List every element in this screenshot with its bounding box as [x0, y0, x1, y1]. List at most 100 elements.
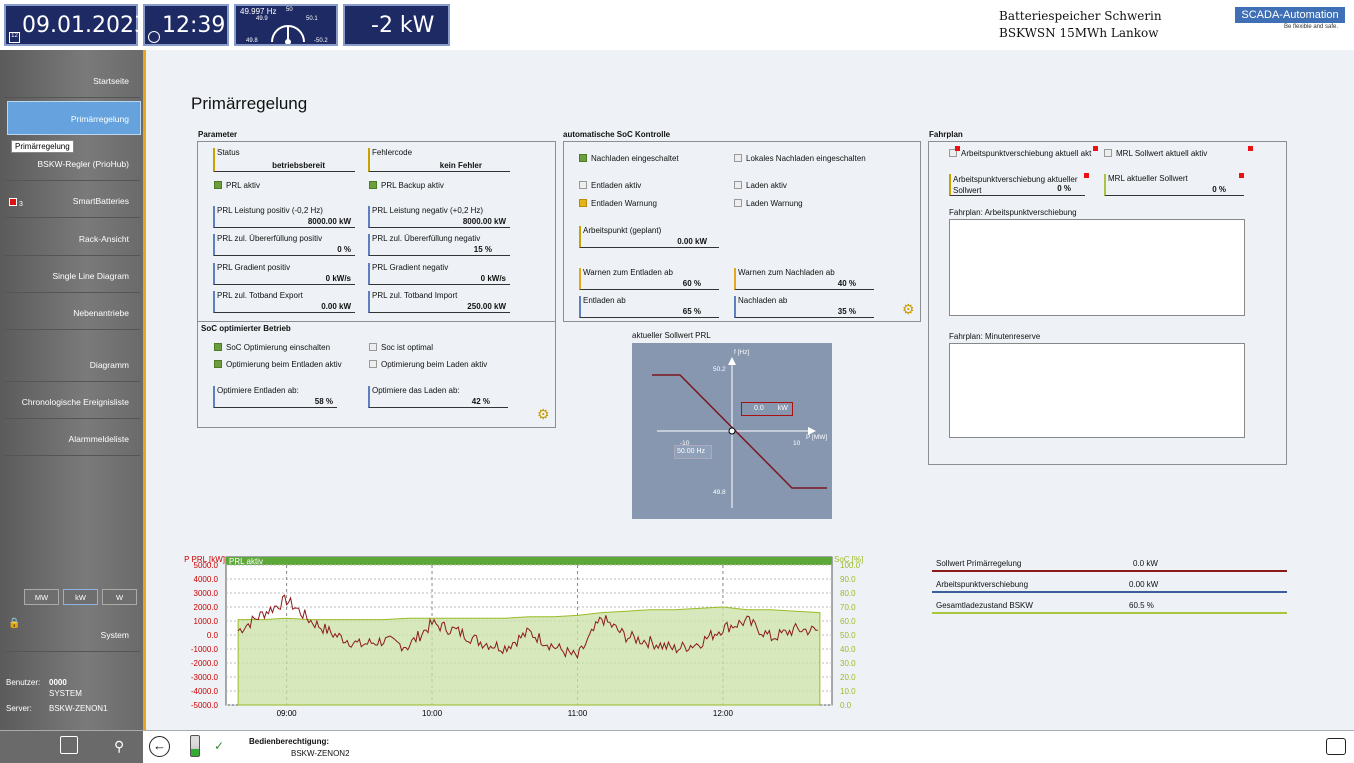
opt-entladen-field[interactable]: Optimiere Entladen ab: 58 %	[213, 386, 337, 408]
sidebar-item-diagramm[interactable]: Diagramm	[4, 348, 140, 382]
frequency-gauge-box: 49.997 Hz 50 49.9 50.1 49.8 -50.2	[234, 4, 338, 46]
date-display: 09.01.2023	[22, 13, 148, 38]
freq-setpoint-box: 50.00 Hz	[674, 445, 712, 459]
gauge-label-499: 49.9	[256, 16, 268, 22]
frequency-value: 49.997 Hz	[240, 7, 277, 16]
power-series-line	[237, 594, 818, 660]
alarm-marker-icon	[1084, 173, 1089, 178]
sidebar-item-bskw-regler[interactable]: BSKW-Regler (PrioHub)	[4, 147, 140, 181]
checkbox-label: Arbeitspunktverschiebung aktuell akt	[961, 149, 1092, 158]
approved-icon[interactable]: ✓	[214, 739, 225, 753]
field-label: MRL aktueller Sollwert	[1108, 174, 1188, 183]
mrl-sollwert-field: MRL aktueller Sollwert 0 %	[1104, 174, 1244, 196]
param-field[interactable]: PRL Gradient positiv 0 kW/s	[213, 263, 355, 285]
field-label: Entladen ab	[583, 296, 626, 305]
sidebar-item-primaerregelung[interactable]: Primärregelung	[7, 101, 141, 135]
nachladen-ab-field[interactable]: Nachladen ab 35 %	[734, 296, 874, 318]
x-tick: 09:00	[277, 709, 298, 718]
y-tick-left: 0.0	[207, 631, 219, 640]
power-box: -2 kW	[343, 4, 450, 46]
fehler-field: Fehlercode kein Fehler	[368, 148, 510, 172]
sidebar-item-startseite[interactable]: Startseite	[4, 64, 140, 98]
plant-subtitle: BSKWSN 15MWh Lankow	[999, 26, 1159, 40]
fahrplan-list-title: Fahrplan: Arbeitspunktverschiebung	[949, 208, 1077, 217]
sidebar-item-ereignisliste[interactable]: Chronologische Ereignisliste	[4, 385, 140, 419]
server-name: BSKW-ZENON1	[49, 704, 108, 713]
field-label: Warnen zum Nachladen ab	[738, 268, 835, 277]
gauge-label-498: 49.8	[246, 38, 258, 44]
mrl-aktiv-checkbox[interactable]: MRL Sollwert aktuell aktiv	[1104, 149, 1207, 158]
param-value: 8000.00 kW	[462, 217, 506, 226]
sidebar-item-nebenantriebe[interactable]: Nebenantriebe	[4, 296, 140, 330]
lokales-nachladen-checkbox[interactable]: Lokales Nachladen eingeschalten	[734, 154, 866, 163]
warnen-entladen-field[interactable]: Warnen zum Entladen ab 60 %	[579, 268, 719, 290]
key-icon[interactable]: ⚲	[114, 738, 125, 754]
arbeitspunkt-aktiv-checkbox[interactable]: Arbeitspunktverschiebung aktuell akt	[949, 149, 1091, 158]
camera-icon[interactable]	[1326, 738, 1346, 755]
fehler-label: Fehlercode	[372, 148, 413, 157]
entladen-ab-field[interactable]: Entladen ab 65 %	[579, 296, 719, 318]
summary-row: Arbeitspunktverschiebung 0.00 kW	[932, 577, 1287, 593]
param-field[interactable]: PRL Leistung positiv (-0,2 Hz) 8000.00 kW	[213, 206, 355, 228]
auto-soc-gear-icon[interactable]: ⚙	[902, 301, 915, 317]
summary-row: Gesamtladezustand BSKW 60.5 %	[932, 598, 1287, 614]
opt-laden-field[interactable]: Optimiere das Laden ab: 42 %	[368, 386, 508, 408]
panel-divider	[198, 321, 555, 322]
param-label: PRL Leistung positiv (-0,2 Hz)	[217, 206, 323, 215]
sidebar-item-single-line[interactable]: Single Line Diagram	[4, 259, 140, 293]
alarm-marker-icon	[1239, 173, 1244, 178]
prl-backup-label: PRL Backup aktiv	[381, 181, 444, 190]
page-title: Primärregelung	[191, 94, 308, 113]
x-tick: 10:00	[422, 709, 443, 718]
y-low-label: 49.8	[713, 489, 726, 496]
unit-w-button[interactable]: W	[102, 589, 137, 605]
checkbox-label: Soc ist optimal	[381, 343, 434, 352]
warnen-nachladen-field[interactable]: Warnen zum Nachladen ab 40 %	[734, 268, 874, 290]
soc-optimal-checkbox[interactable]: Soc ist optimal	[369, 343, 433, 352]
fahrplan-list-arbeitspunkt[interactable]	[949, 219, 1245, 316]
date-box: 09.01.2023 12	[4, 4, 148, 46]
user-id: 0000	[49, 678, 67, 687]
alarm-marker-icon	[1248, 146, 1253, 151]
y-tick-right: 50.0	[840, 631, 856, 640]
network-icon[interactable]	[60, 736, 78, 754]
plant-name: Batteriespeicher Schwerin	[999, 9, 1162, 23]
sidebar-item-rack-ansicht[interactable]: Rack-Ansicht	[4, 222, 140, 256]
opt-laden-checkbox[interactable]: Optimierung beim Laden aktiv	[369, 360, 487, 369]
param-field[interactable]: PRL zul. Totband Import 250.00 kW	[368, 291, 510, 313]
soc-opt-title: SoC optimierter Betrieb	[201, 324, 291, 333]
unit-kw-button[interactable]: kW	[63, 589, 98, 605]
sollwert-title: aktueller Sollwert PRL	[632, 331, 711, 340]
param-field[interactable]: PRL zul. Übererfüllung negativ 15 %	[368, 234, 510, 256]
fahrplan-title: Fahrplan	[929, 130, 963, 139]
back-arrow-icon[interactable]: ←	[149, 736, 170, 757]
param-field[interactable]: PRL Leistung negativ (+0,2 Hz) 8000.00 kW	[368, 206, 510, 228]
status-field: Status betriebsbereit	[213, 148, 355, 172]
y-tick-left: 5000.0	[194, 561, 219, 570]
opt-entladen-checkbox[interactable]: Optimierung beim Entladen aktiv	[214, 360, 342, 369]
unit-mw-button[interactable]: MW	[24, 589, 59, 605]
checkbox-label: Optimierung beim Entladen aktiv	[226, 360, 342, 369]
x-high-label: 10	[793, 440, 801, 447]
y-tick-left: 4000.0	[194, 575, 219, 584]
param-field[interactable]: PRL zul. Totband Export 0.00 kW	[213, 291, 355, 313]
sidebar-item-alarmmeldeliste[interactable]: Alarmmeldeliste	[4, 422, 140, 456]
param-label: PRL Leistung negativ (+0,2 Hz)	[372, 206, 484, 215]
auto-soc-panel	[563, 141, 921, 322]
field-label: Warnen zum Entladen ab	[583, 268, 673, 277]
sidebar-item-smartbatteries[interactable]: SmartBatteries	[4, 184, 140, 218]
sidebar-item-system[interactable]: System	[4, 618, 140, 652]
field-label: Arbeitspunktverschiebung aktueller Sollw…	[953, 175, 1078, 195]
fahrplan-list-minutenreserve[interactable]	[949, 343, 1245, 438]
traffic-light-icon[interactable]	[190, 735, 200, 757]
param-field[interactable]: PRL Gradient negativ 0 kW/s	[368, 263, 510, 285]
alarm-marker-icon	[955, 146, 960, 151]
checkbox-label: Laden Warnung	[746, 199, 803, 208]
soc-opt-checkbox[interactable]: SoC Optimierung einschalten	[214, 343, 330, 352]
summary-value: 0.0 kW	[1133, 559, 1158, 568]
param-label: PRL zul. Totband Import	[372, 291, 458, 300]
sollwert-diagram: f [Hz] 50.2 49.8 P [MW] -10 10 0.0 kW 50.…	[632, 343, 832, 519]
entladen-aktiv-indicator: Entladen aktiv	[579, 181, 641, 190]
settings-gear-icon[interactable]: ⚙	[537, 406, 550, 422]
param-field[interactable]: PRL zul. Übererfüllung positiv 0 %	[213, 234, 355, 256]
